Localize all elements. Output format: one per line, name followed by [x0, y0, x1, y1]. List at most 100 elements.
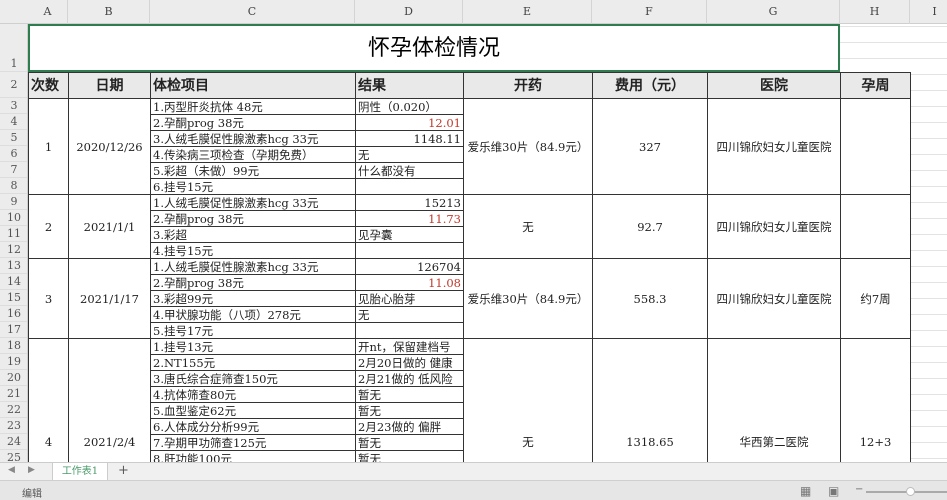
result-cell[interactable]: 2月20日做的 健康: [355, 354, 464, 371]
exam-item-cell[interactable]: 4.甲状腺功能（八项）278元: [150, 306, 356, 323]
visit-number-cell[interactable]: 3: [28, 258, 69, 339]
result-cell[interactable]: 11.08: [355, 274, 464, 291]
result-cell[interactable]: 无: [355, 146, 464, 163]
exam-item-cell[interactable]: 2.孕酮prog 38元: [150, 114, 356, 131]
exam-item-cell[interactable]: 3.彩超99元: [150, 290, 356, 307]
cost-cell[interactable]: 558.3: [592, 258, 708, 339]
row-header[interactable]: 24: [0, 434, 27, 450]
result-cell[interactable]: 见胎心胎芽: [355, 290, 464, 307]
exam-item-cell[interactable]: 1.人绒毛膜促性腺激素hcg 33元: [150, 194, 356, 211]
hospital-cell[interactable]: 四川锦欣妇女儿童医院: [707, 258, 841, 339]
result-cell[interactable]: 什么都没有: [355, 162, 464, 179]
exam-item-cell[interactable]: 5.挂号17元: [150, 322, 356, 339]
row-header[interactable]: 13: [0, 258, 27, 274]
cost-cell[interactable]: 327: [592, 98, 708, 195]
add-sheet-button[interactable]: +: [118, 463, 129, 478]
header-medicine[interactable]: 开药: [463, 72, 593, 99]
medicine-cell[interactable]: 无: [463, 194, 593, 259]
cost-cell[interactable]: 1318.65: [592, 338, 708, 462]
exam-item-cell[interactable]: 8.肝功能100元: [150, 450, 356, 462]
row-header[interactable]: 2: [0, 72, 27, 98]
result-cell[interactable]: 2月21做的 低风险: [355, 370, 464, 387]
header-count[interactable]: 次数: [28, 72, 69, 99]
row-header[interactable]: 22: [0, 402, 27, 418]
exam-item-cell[interactable]: 7.孕期甲功筛查125元: [150, 434, 356, 451]
result-cell[interactable]: 1148.11: [355, 130, 464, 147]
date-cell[interactable]: 2021/1/1: [68, 194, 151, 259]
exam-item-cell[interactable]: 6.人体成分分析99元: [150, 418, 356, 435]
row-header[interactable]: 11: [0, 226, 27, 242]
medicine-cell[interactable]: 爱乐维30片（84.9元）: [463, 258, 593, 339]
date-cell[interactable]: 2020/12/26: [68, 98, 151, 195]
visit-number-cell[interactable]: 2: [28, 194, 69, 259]
prev-sheet-icon[interactable]: ◀: [8, 465, 15, 475]
row-header[interactable]: 6: [0, 146, 27, 162]
exam-item-cell[interactable]: 3.人绒毛膜促性腺激素hcg 33元: [150, 130, 356, 147]
header-result[interactable]: 结果: [355, 72, 464, 99]
exam-item-cell[interactable]: 2.NT155元: [150, 354, 356, 371]
exam-item-cell[interactable]: 2.孕酮prog 38元: [150, 274, 356, 291]
row-header[interactable]: 10: [0, 210, 27, 226]
result-cell[interactable]: 暂无: [355, 434, 464, 451]
exam-item-cell[interactable]: 2.孕酮prog 38元: [150, 210, 356, 227]
exam-item-cell[interactable]: 4.挂号15元: [150, 242, 356, 259]
sheet-tab-1[interactable]: 工作表1: [52, 463, 108, 480]
row-header[interactable]: 20: [0, 370, 27, 386]
header-cost[interactable]: 费用（元）: [592, 72, 708, 99]
row-header[interactable]: 8: [0, 178, 27, 194]
sheet-title[interactable]: 怀孕体检情况: [28, 24, 840, 72]
result-cell[interactable]: [355, 322, 464, 339]
exam-item-cell[interactable]: 5.血型鉴定62元: [150, 402, 356, 419]
result-cell[interactable]: 无: [355, 306, 464, 323]
result-cell[interactable]: 阴性（0.020）: [355, 98, 464, 115]
cost-cell[interactable]: 92.7: [592, 194, 708, 259]
week-cell[interactable]: 约7周: [840, 258, 911, 339]
result-cell[interactable]: 12.01: [355, 114, 464, 131]
row-header[interactable]: 17: [0, 322, 27, 338]
exam-item-cell[interactable]: 4.传染病三项检查（孕期免费）: [150, 146, 356, 163]
result-cell[interactable]: 开nt，保留建档号: [355, 338, 464, 355]
row-header[interactable]: 5: [0, 130, 27, 146]
exam-item-cell[interactable]: 1.人绒毛膜促性腺激素hcg 33元: [150, 258, 356, 275]
visit-number-cell[interactable]: 4: [28, 338, 69, 462]
medicine-cell[interactable]: 无: [463, 338, 593, 462]
zoom-slider[interactable]: [866, 487, 947, 496]
exam-item-cell[interactable]: 1.丙型肝炎抗体 48元: [150, 98, 356, 115]
column-header[interactable]: E: [463, 0, 592, 24]
date-cell[interactable]: 2021/1/17: [68, 258, 151, 339]
hospital-cell[interactable]: 四川锦欣妇女儿童医院: [707, 194, 841, 259]
result-cell[interactable]: 11.73: [355, 210, 464, 227]
result-cell[interactable]: 暂无: [355, 402, 464, 419]
header-hospital[interactable]: 医院: [707, 72, 841, 99]
row-header[interactable]: 14: [0, 274, 27, 290]
row-header[interactable]: 16: [0, 306, 27, 322]
date-cell[interactable]: 2021/2/4: [68, 338, 151, 462]
visit-number-cell[interactable]: 1: [28, 98, 69, 195]
page-layout-icon[interactable]: ▣: [828, 484, 840, 498]
exam-item-cell[interactable]: 5.彩超（未做）99元: [150, 162, 356, 179]
result-cell[interactable]: 126704: [355, 258, 464, 275]
result-cell[interactable]: 2月23做的 偏胖: [355, 418, 464, 435]
week-cell[interactable]: 12+3: [840, 338, 911, 462]
row-header[interactable]: 1: [0, 24, 27, 72]
result-cell[interactable]: 暂无: [355, 386, 464, 403]
exam-item-cell[interactable]: 6.挂号15元: [150, 178, 356, 195]
row-header[interactable]: 4: [0, 114, 27, 130]
result-cell[interactable]: [355, 178, 464, 195]
row-header[interactable]: 19: [0, 354, 27, 370]
zoom-slider-handle[interactable]: [906, 487, 915, 496]
column-header[interactable]: C: [150, 0, 355, 24]
exam-item-cell[interactable]: 1.挂号13元: [150, 338, 356, 355]
next-sheet-icon[interactable]: ▶: [28, 465, 35, 475]
week-cell[interactable]: [840, 194, 911, 259]
row-header[interactable]: 15: [0, 290, 27, 306]
zoom-out-icon[interactable]: −: [855, 484, 864, 495]
header-date[interactable]: 日期: [68, 72, 151, 99]
row-header[interactable]: 9: [0, 194, 27, 210]
column-header[interactable]: D: [355, 0, 463, 24]
row-header[interactable]: 7: [0, 162, 27, 178]
column-header[interactable]: F: [592, 0, 707, 24]
column-header[interactable]: H: [840, 0, 910, 24]
result-cell[interactable]: 见孕囊: [355, 226, 464, 243]
hospital-cell[interactable]: 四川锦欣妇女儿童医院: [707, 98, 841, 195]
